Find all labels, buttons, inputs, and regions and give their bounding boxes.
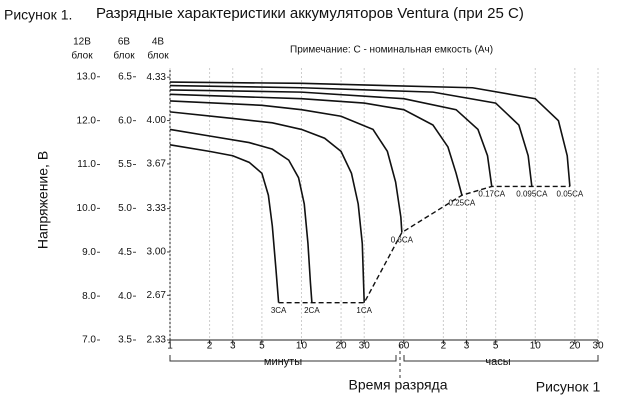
x-tick-label: 20	[335, 341, 347, 352]
y-tick-label: 3.5	[118, 335, 132, 346]
x-tick-label: 30	[592, 341, 604, 352]
y-tick-label: 3.67	[147, 159, 167, 170]
curve-label: 0.25CA	[449, 198, 476, 207]
y-tick-label: 11.0	[77, 159, 96, 170]
x-tick-label: 2	[441, 341, 447, 352]
y-tick-label: 10.0	[77, 203, 97, 214]
x-tick-label: 10	[296, 341, 308, 352]
y-tick-label: 4.00	[147, 115, 167, 126]
axis-header: 4В	[152, 37, 165, 48]
y-tick-label: 4.33	[147, 72, 167, 83]
axis-header: блок	[113, 50, 135, 62]
x-tick-label: 2	[207, 341, 213, 352]
figure-label: Рисунок 1.	[4, 7, 72, 23]
axis-header: блок	[147, 50, 169, 62]
x-unit-label: минуты	[264, 356, 302, 368]
y-tick-label: 9.0	[82, 247, 96, 258]
discharge-curve	[169, 100, 403, 233]
y-tick-label: 2.33	[147, 335, 167, 346]
note: Примечание: С - номинальная емкость (Ач)	[290, 45, 493, 56]
discharge-curve	[169, 84, 533, 187]
curve-label: 0.05CA	[557, 190, 584, 199]
chart-title: Разрядные характеристики аккумуляторов V…	[96, 5, 524, 22]
y-tick-label: 3.00	[147, 247, 167, 258]
curve-label: 0.095CA	[516, 190, 548, 199]
y-axis-label: Напряжение, В	[35, 151, 51, 249]
x-tick-label: 10	[530, 341, 542, 352]
curve-label: 1CA	[356, 306, 372, 315]
discharge-curve	[169, 93, 463, 196]
axis-header: 12В	[73, 37, 91, 48]
x-tick-label: 1	[167, 341, 173, 352]
curve-label: 2CA	[304, 306, 320, 315]
curve-label: 3CA	[271, 306, 287, 315]
y-tick-label: 4.0	[118, 291, 132, 302]
y-tick-label: 7.0	[82, 335, 96, 346]
y-tick-label: 12.0	[77, 115, 97, 126]
y-tick-label: 13.0	[77, 71, 97, 82]
x-tick-label: 5	[493, 341, 499, 352]
x-tick-label: 20	[569, 341, 581, 352]
minutes-bracket	[169, 355, 397, 362]
x-unit-label: часы	[485, 356, 510, 368]
x-tick-label: 5	[259, 341, 265, 352]
x-tick-label: 3	[230, 341, 236, 352]
discharge-curve	[169, 89, 493, 187]
x-axis-label: Время разряда	[348, 377, 447, 393]
axis-header: блок	[71, 50, 93, 62]
discharge-curve	[169, 81, 571, 187]
discharge-curve	[169, 143, 280, 303]
hours-bracket	[403, 355, 599, 362]
y-tick-label: 3.33	[147, 203, 167, 214]
cutoff-line	[278, 185, 570, 304]
discharge-curve	[169, 111, 366, 303]
x-tick-label: 60	[398, 341, 410, 352]
axis-header: 6В	[118, 37, 131, 48]
y-tick-label: 4.5	[118, 247, 132, 258]
curve-label: 0.6CA	[391, 236, 414, 245]
y-tick-label: 2.67	[147, 290, 167, 301]
x-tick-label: 3	[464, 341, 470, 352]
curve-label: 0.17CA	[478, 190, 505, 199]
y-tick-label: 6.0	[118, 115, 132, 126]
footer: Рисунок 1	[536, 379, 601, 395]
y-tick-label: 8.0	[82, 291, 96, 302]
y-tick-label: 5.0	[118, 203, 132, 214]
discharge-curve	[169, 128, 313, 303]
x-tick-label: 30	[359, 341, 371, 352]
y-tick-label: 6.5	[118, 71, 132, 82]
y-tick-label: 5.5	[118, 159, 132, 170]
